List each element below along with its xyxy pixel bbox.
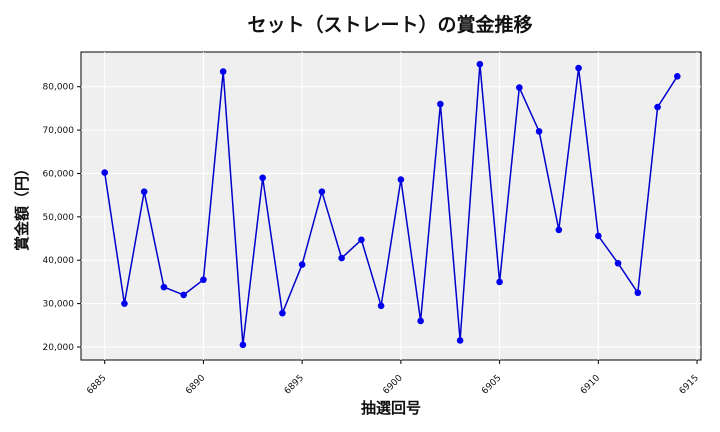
y-tick-label: 30,000 [43,300,75,310]
data-point [437,100,444,108]
data-point [476,60,484,68]
series-line [103,64,678,345]
data-point [338,254,345,262]
data-point [259,174,266,182]
data-point [516,84,523,91]
data-point [298,261,306,268]
y-tick-label: 20,000 [43,343,75,353]
data-point [377,302,385,310]
data-point [200,276,207,284]
y-tick-label: 40,000 [43,256,75,266]
data-point [614,259,622,267]
plot-area [80,51,702,361]
data-point [456,337,464,344]
y-axis-label: 賞金額（円） [13,161,31,251]
data-point [397,176,405,183]
grid [81,52,701,360]
data-point [358,236,365,244]
data-point [121,300,128,307]
x-tick-label: 6910 [579,373,602,396]
x-tick-label: 6895 [283,373,306,396]
data-point [140,188,148,195]
x-tick-label: 6905 [480,373,503,396]
data-point [279,309,286,317]
data-point [318,188,326,195]
x-tick-label: 6915 [678,373,701,396]
data-point [535,128,543,135]
y-tick-label: 80,000 [43,83,75,93]
data-point [634,289,642,297]
data-point [595,232,602,240]
data-point [575,64,582,72]
data-point [219,68,227,75]
data-point [496,278,503,286]
data-point [101,169,108,176]
data-point [239,341,247,349]
x-axis-label: 抽選回号 [361,399,421,417]
x-tick-label: 6900 [381,373,404,396]
y-tick-label: 50,000 [43,213,75,223]
data-series [101,60,681,349]
y-tick-label: 60,000 [43,169,75,179]
data-point [674,72,681,80]
data-point [160,283,168,291]
data-point [654,103,661,111]
chart-title: セット（ストレート）の賞金推移 [247,13,532,36]
y-tick-label: 70,000 [43,126,75,136]
data-point [417,317,424,325]
x-tick-label: 6890 [184,373,207,396]
data-point [555,226,563,234]
data-point [180,291,187,299]
x-tick-label: 6885 [85,373,108,396]
